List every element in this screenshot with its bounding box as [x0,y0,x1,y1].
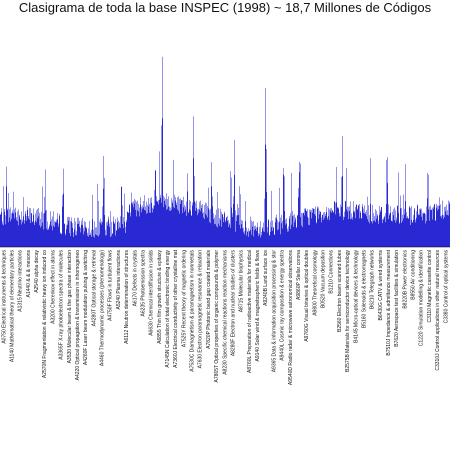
category-label: A9240B Land surface ice [263,250,269,306]
category-label: A6112 Neutron determination of structure… [124,250,130,344]
category-label: A1440 & & & mesons [26,250,32,298]
category-label: C3310J Control applications in other nat… [435,250,441,371]
category-label: A9365 Data & information acquisition pro… [271,250,277,373]
category-label: A4220 Optical propagation & transmission… [75,250,81,381]
category-label: A9440L Cosmic ray composition & energy s… [280,250,286,361]
category-label: A9760G Visual binaries & optical doubles [304,250,310,342]
chart-title: Clasigrama de toda la base INSPEC (1998)… [18,0,432,15]
category-label: A7865T Optical properties of organic com… [214,250,220,383]
category-label: A7145N Calculation of total electronic b… [165,250,171,368]
category-label: A7360J Electrical conductivity of other … [173,249,179,367]
category-label: A4460 Thermodynamic processes (phenomeno… [100,250,106,366]
category-label: B2575B Materials for semiconductor devic… [345,250,351,373]
category-label: A3365F X-ray photoelectron spectra of mo… [59,250,65,360]
category-label: A7530C Diamagnetism & paramagnetism in n… [190,250,196,372]
category-label: A9800 Theoretical cosmology [312,250,318,316]
category-label: A4260F Laser beam modulation pulsing & s… [83,250,89,365]
category-label: B6210 Telegraph networks [370,250,376,310]
category-label: B2560 Electron beam scanned tubes [337,250,343,332]
category-label: A8760L Preparation of radioactive materi… [247,250,253,373]
category-label: A9540D Radio radar & microwave astronomi… [288,250,294,386]
category-label: B1210 Connections [329,250,335,294]
category-label: C3110 Magnetic cassette control [427,250,433,322]
category-label: A9860P Stellar corona [296,250,302,300]
category-label: A0750 Electrical instruments & technique… [1,250,7,344]
category-label: B8220B Power electronics [402,250,408,309]
category-label: B7510J Impedance & admittance measuremen… [386,249,392,355]
category-label: A4750F Flows in turbulent flows [108,250,114,321]
category-label: C3380 Control of optical systems [443,250,449,324]
category-label: A5240 Plasma interactions [116,250,122,310]
category-label: A8230 Specific chemical reactions reacti… [222,250,228,375]
category-label: A6630 Chemical interdiffusion in solids [149,250,155,336]
category-label: A9140 Solar wind & magnetospheric fields… [255,250,261,362]
category-label: A6855 Thin film growth structure & epita… [157,250,163,344]
category-label: A8715 Molecular biophysics [239,250,245,313]
category-label: A6170 Defects in crystals [132,250,138,307]
category-label: A6235 Photoemission spectra [140,250,146,317]
category-label: A2540 alpha decay [34,250,40,293]
category-label: A4280T Optical storage & retrieval [91,250,97,326]
category-label: A3200 Cherenkov effect in atoms [50,250,56,324]
category-label: A7630 Electron paramagnetic resonance & … [198,250,204,369]
category-label: B0520 Vacuum deposition [321,250,327,308]
category-label: A3530 Molecular beam & the gas phase int… [67,250,73,364]
category-label: C1220 Simulation modelling & identificat… [419,250,425,346]
category-label: A7525Y Recent theory of magnetic orderin… [181,250,187,347]
category-label: A1315 Neutrino interactions [18,250,24,312]
category-label: B6430G CATV & wired systems [378,250,384,321]
category-label: B5160 Solenoids & electromagnets [361,250,367,329]
category-label: B4145 Micro-optical devices & technology [353,250,359,343]
category-label: B7620 Aerospace test facilities & simula… [394,250,400,347]
category-label: A7820P Photonic band gap coated material… [206,250,212,349]
bars-group [0,56,450,247]
category-labels-group: A0750 Electrical instruments & technique… [1,249,449,385]
category-label: A1140 Mathematical theory of elementary … [10,250,16,363]
category-label: B8550 Air conditioning [411,250,417,300]
category-label: A2570N Fragmentation & relativistic heav… [42,250,48,378]
category-label: A8280F Electron and nuclear studies of c… [231,250,237,357]
